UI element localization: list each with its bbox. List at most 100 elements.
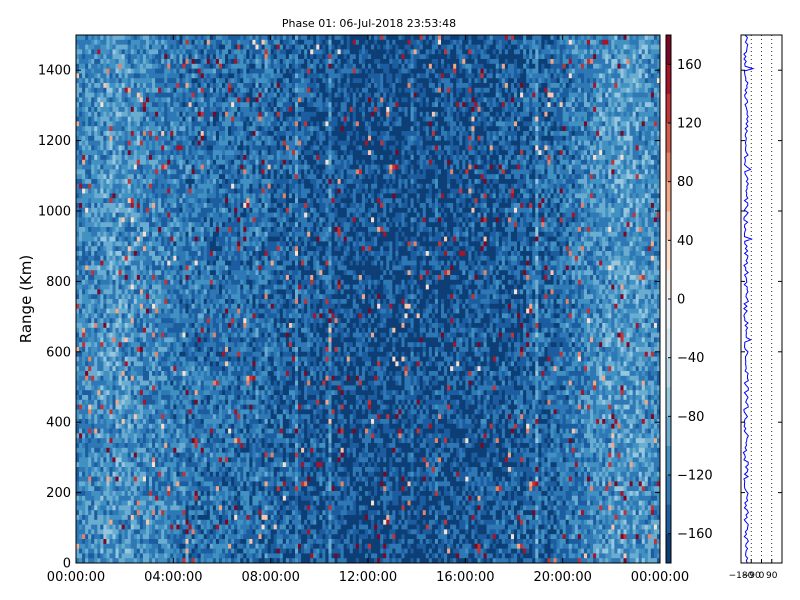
heatmap-cell	[155, 207, 159, 213]
heatmap-cell	[115, 131, 119, 137]
heatmap-cell	[115, 351, 119, 357]
heatmap-cell	[188, 414, 192, 420]
heatmap-cell	[158, 279, 162, 285]
heatmap-cell	[200, 428, 205, 434]
heatmap-cell	[121, 428, 126, 434]
heatmap-cell	[194, 371, 199, 377]
heatmap-cell	[176, 495, 180, 501]
heatmap-cell	[161, 169, 165, 175]
heatmap-cell	[209, 318, 214, 324]
heatmap-cell	[103, 452, 107, 458]
heatmap-cell	[121, 217, 126, 223]
heatmap-cell	[170, 443, 174, 449]
heatmap-cell	[82, 107, 86, 113]
heatmap-cell	[85, 452, 89, 458]
heatmap-cell	[145, 462, 150, 468]
heatmap-cell	[103, 251, 107, 257]
heatmap-cell	[191, 78, 196, 84]
heatmap-cell	[200, 510, 205, 516]
heatmap-cell	[133, 361, 138, 367]
heatmap-cell	[106, 467, 110, 473]
heatmap-cell	[100, 313, 104, 319]
heatmap-cell	[139, 380, 144, 386]
heatmap-cell	[130, 39, 135, 45]
heatmap-cell	[100, 481, 104, 487]
heatmap-cell	[142, 318, 147, 324]
heatmap-cell	[127, 265, 132, 271]
heatmap-cell	[179, 313, 183, 319]
heatmap-cell	[115, 207, 119, 213]
heatmap-cell	[200, 433, 205, 439]
heatmap-cell	[142, 443, 147, 449]
heatmap-cell	[158, 179, 162, 185]
heatmap-cell	[170, 63, 174, 69]
heatmap-cell	[145, 97, 150, 103]
heatmap-cell	[203, 111, 208, 117]
heatmap-cell	[197, 246, 202, 252]
heatmap-cell	[179, 347, 183, 353]
heatmap-cell	[145, 385, 150, 391]
heatmap-cell	[109, 409, 113, 415]
heatmap-cell	[152, 49, 156, 55]
heatmap-cell	[133, 419, 138, 425]
heatmap-cell	[206, 515, 211, 521]
heatmap-cell	[97, 524, 101, 530]
heatmap-cell	[185, 548, 189, 554]
heatmap-cell	[145, 495, 150, 501]
heatmap-cell	[182, 121, 186, 127]
heatmap-cell	[85, 438, 89, 444]
heatmap-cell	[203, 275, 208, 281]
heatmap-cell	[203, 308, 208, 314]
heatmap-cell	[152, 443, 156, 449]
heatmap-cell	[136, 323, 141, 329]
heatmap-cell	[200, 409, 205, 415]
heatmap-cell	[194, 159, 199, 165]
heatmap-cell	[85, 174, 89, 180]
heatmap-cell	[100, 207, 104, 213]
heatmap-cell	[79, 299, 83, 305]
heatmap-cell	[91, 452, 95, 458]
heatmap-cell	[136, 241, 141, 247]
heatmap-cell	[124, 63, 129, 69]
heatmap-cell	[191, 289, 196, 295]
heatmap-cell	[155, 500, 159, 506]
heatmap-cell	[155, 159, 159, 165]
heatmap-cell	[155, 107, 159, 113]
heatmap-cell	[133, 135, 138, 141]
heatmap-cell	[76, 135, 80, 141]
heatmap-cell	[85, 380, 89, 386]
heatmap-cell	[203, 135, 208, 141]
heatmap-cell	[167, 145, 171, 151]
heatmap-cell	[97, 207, 101, 213]
heatmap-cell	[212, 49, 217, 55]
heatmap-cell	[121, 107, 126, 113]
heatmap-cell	[206, 126, 211, 132]
heatmap-cell	[212, 102, 217, 108]
heatmap-cell	[76, 481, 80, 487]
heatmap-cell	[109, 491, 113, 497]
heatmap-cell	[164, 145, 168, 151]
heatmap-cell	[136, 313, 141, 319]
heatmap-cell	[100, 299, 104, 305]
heatmap-cell	[161, 428, 165, 434]
heatmap-cell	[85, 78, 89, 84]
heatmap-cell	[88, 323, 92, 329]
heatmap-cell	[88, 251, 92, 257]
heatmap-cell	[161, 481, 165, 487]
heatmap-cell	[145, 39, 150, 45]
heatmap-cell	[127, 39, 132, 45]
heatmap-cell	[173, 375, 177, 381]
heatmap-cell	[133, 217, 138, 223]
heatmap-cell	[191, 419, 196, 425]
heatmap-cell	[133, 356, 138, 362]
heatmap-cell	[118, 558, 123, 564]
heatmap-cell	[152, 491, 156, 497]
heatmap-cell	[173, 495, 177, 501]
heatmap-cell	[136, 140, 141, 146]
heatmap-cell	[118, 102, 123, 108]
heatmap-cell	[155, 270, 159, 276]
heatmap-cell	[106, 433, 110, 439]
heatmap-cell	[115, 97, 119, 103]
heatmap-cell	[142, 68, 147, 74]
heatmap-cell	[97, 428, 101, 434]
